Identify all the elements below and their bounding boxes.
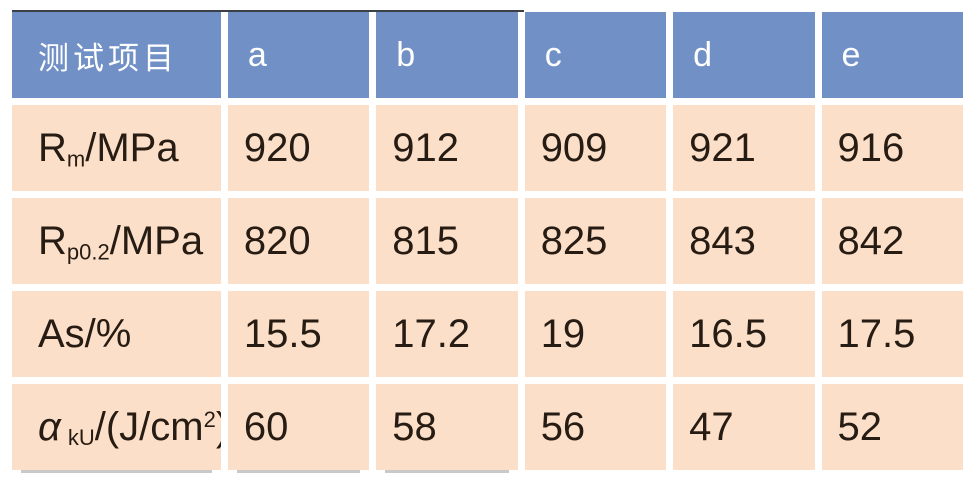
label-text: /MPa bbox=[85, 125, 179, 170]
label-subscript: p0.2 bbox=[66, 239, 110, 264]
table-cell-rp02-a: 820 bbox=[227, 198, 370, 284]
table-cell-as-b: 17.2 bbox=[376, 291, 518, 377]
table-cell-rp02-d: 843 bbox=[673, 198, 815, 284]
label-text: R bbox=[38, 218, 67, 263]
label-text: /(J/cm bbox=[94, 404, 204, 449]
table-row-rm: Rm/MPa 920 912 909 921 916 bbox=[12, 105, 963, 191]
label-text: /MPa bbox=[109, 218, 204, 263]
row-label-aku: αkU/(J/cm2) bbox=[12, 384, 221, 470]
label-superscript: 2 bbox=[203, 406, 216, 432]
table-cell-as-e: 17.5 bbox=[821, 291, 963, 377]
table-cell-aku-d: 47 bbox=[673, 384, 815, 470]
label-text: ) bbox=[216, 405, 221, 449]
table-cell-aku-b: 58 bbox=[376, 384, 518, 470]
table-cell-rm-e: 916 bbox=[821, 105, 963, 191]
table-cell-rm-a: 920 bbox=[227, 105, 370, 191]
table-cell-rm-d: 921 bbox=[673, 105, 815, 191]
table-cell-rp02-c: 825 bbox=[524, 198, 667, 284]
header-cell-test-items: 测试项目 bbox=[12, 12, 221, 98]
table-cell-as-c: 19 bbox=[524, 291, 667, 377]
header-cell-c: c bbox=[524, 12, 667, 98]
row-label-rm: Rm/MPa bbox=[12, 105, 221, 191]
test-results-table: 测试项目 a b c d e Rm/MPa 920 912 909 921 91… bbox=[5, 5, 970, 477]
row-label-as: As/% bbox=[12, 291, 221, 377]
header-cell-a: a bbox=[227, 12, 370, 98]
header-cell-b: b bbox=[376, 12, 518, 98]
header-cell-d: d bbox=[673, 12, 815, 98]
alpha-symbol: α bbox=[38, 404, 61, 449]
table-row-as: As/% 15.5 17.2 19 16.5 17.5 bbox=[12, 291, 963, 377]
label-subscript: kU bbox=[67, 425, 95, 450]
table-cell-aku-e: 52 bbox=[821, 384, 963, 470]
table-cell-rm-b: 912 bbox=[376, 105, 518, 191]
table-row-aku: αkU/(J/cm2) 60 58 56 47 52 bbox=[12, 384, 963, 470]
table-cell-rm-c: 909 bbox=[524, 105, 667, 191]
row-label-rp02: Rp0.2/MPa bbox=[12, 198, 221, 284]
table-cell-as-d: 16.5 bbox=[673, 291, 815, 377]
table-cell-rp02-e: 842 bbox=[821, 198, 963, 284]
label-text: As/% bbox=[38, 311, 132, 356]
table-cell-rp02-b: 815 bbox=[376, 198, 518, 284]
table-cell-aku-a: 60 bbox=[227, 384, 370, 470]
table-cell-aku-c: 56 bbox=[524, 384, 667, 470]
label-subscript: m bbox=[66, 146, 86, 171]
header-row: 测试项目 a b c d e bbox=[12, 12, 963, 98]
header-cell-e: e bbox=[821, 12, 963, 98]
table-row-rp02: Rp0.2/MPa 820 815 825 843 842 bbox=[12, 198, 963, 284]
table-cell-as-a: 15.5 bbox=[227, 291, 370, 377]
results-table: 测试项目 a b c d e Rm/MPa 920 912 909 921 91… bbox=[5, 5, 970, 477]
label-text: R bbox=[38, 125, 67, 170]
